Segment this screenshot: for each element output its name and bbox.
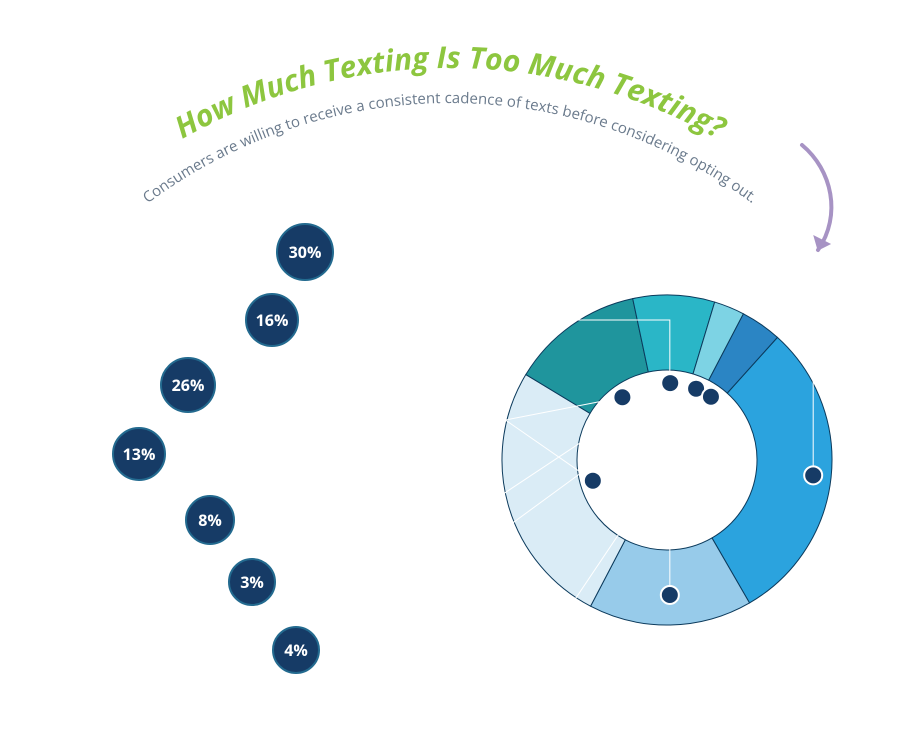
pct-bubble: 4% <box>272 626 320 674</box>
decor-arrow-head <box>814 236 830 250</box>
segment-label: Once a month <box>316 552 429 574</box>
pct-bubble: 26% <box>160 357 216 413</box>
segment-label: More than once a day <box>342 215 515 237</box>
donut-marker <box>584 472 602 490</box>
pct-bubble: 13% <box>112 427 166 481</box>
segment-label: Once a day <box>370 285 458 307</box>
segment-label: Once a week <box>224 420 325 442</box>
donut-marker <box>804 466 822 484</box>
segment-label: A few times a week <box>286 350 440 372</box>
pct-bubble: 16% <box>245 293 299 347</box>
decor-arrow <box>802 145 831 250</box>
donut-marker <box>661 374 679 392</box>
pct-bubble: 30% <box>276 223 334 281</box>
infographic-root: How Much Texting Is Too Much Texting?Con… <box>0 0 900 744</box>
segment-label: A few times a month <box>286 488 451 510</box>
segment-label: Less than once a month <box>336 620 526 642</box>
donut-marker <box>613 388 631 406</box>
pct-bubble: 8% <box>185 495 235 545</box>
donut-segment <box>502 375 625 607</box>
donut-marker <box>702 388 720 406</box>
donut-marker <box>661 586 679 604</box>
pct-bubble: 3% <box>228 558 276 606</box>
